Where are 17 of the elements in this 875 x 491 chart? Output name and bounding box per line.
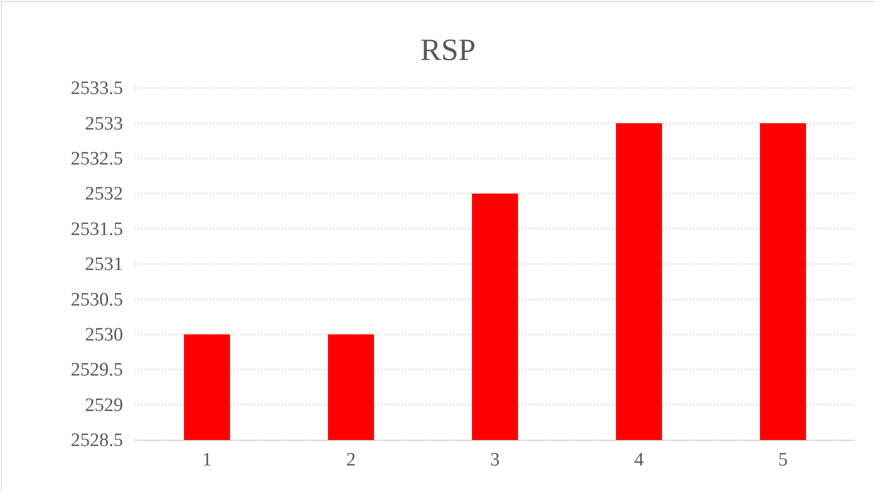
y-tick-label: 2530.5 — [70, 289, 123, 310]
chart-title: RSP — [420, 32, 476, 67]
y-tick-label: 2531 — [85, 254, 123, 276]
x-tick-label: 5 — [778, 449, 788, 470]
y-tick-label: 2532 — [85, 184, 123, 205]
y-tick-label: 2531.5 — [70, 218, 123, 240]
y-tick-label: 2529 — [85, 394, 123, 416]
y-tick-label: 2529.5 — [70, 360, 123, 381]
x-tick-label: 1 — [202, 449, 212, 470]
y-tick-label: 2533.5 — [70, 78, 123, 100]
y-tick-label: 2530 — [85, 324, 123, 346]
y-tick-label: 2533 — [85, 113, 123, 134]
y-tick-label: 2528.5 — [70, 430, 123, 452]
x-tick-label: 2 — [346, 449, 356, 470]
y-tick-label: 2532.5 — [70, 148, 123, 170]
x-tick-label: 4 — [634, 449, 644, 470]
x-tick-label: 3 — [490, 449, 500, 470]
